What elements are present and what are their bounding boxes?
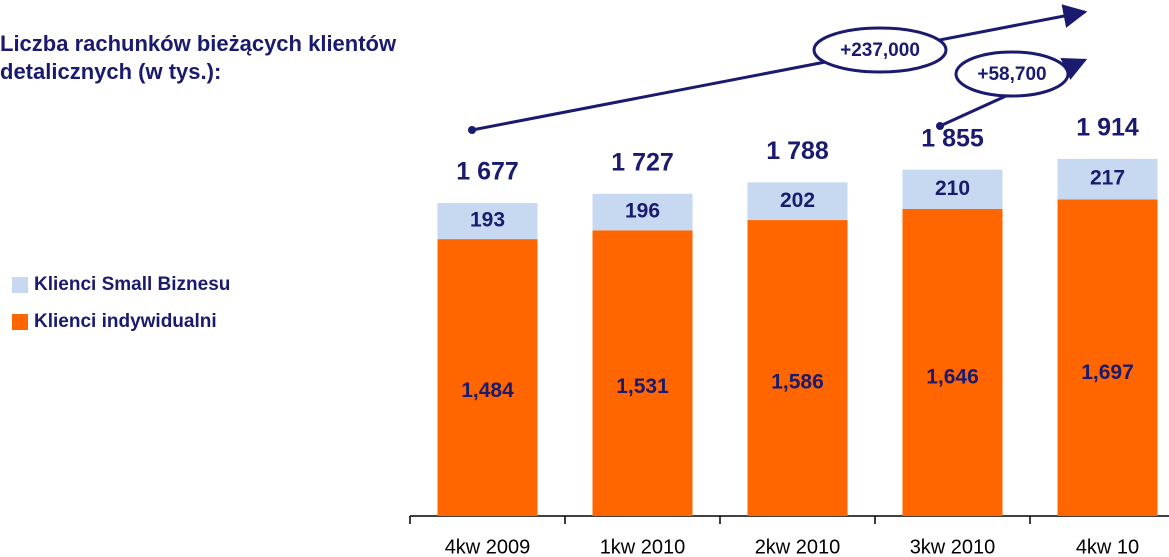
bar-segment [747, 220, 848, 516]
value-label: 210 [935, 177, 970, 200]
chart-title: Liczba rachunków bieżących klientów [0, 31, 397, 56]
value-label: 193 [470, 209, 505, 232]
bar-segment [902, 169, 1003, 209]
value-label: 217 [1090, 167, 1125, 190]
legend-swatch [12, 277, 28, 293]
x-tick-label: 1kw 2010 [600, 536, 686, 557]
bar-segment [592, 193, 693, 231]
legend-swatch [12, 314, 28, 330]
value-label: 1,531 [616, 375, 669, 398]
annotation-bubble [954, 50, 1070, 98]
x-tick-label: 3kw 2010 [910, 536, 996, 557]
bar-segment [437, 203, 538, 240]
total-label: 1 788 [766, 137, 829, 165]
value-label: 1,586 [771, 370, 824, 393]
chart-title: detalicznych (w tys.): [0, 59, 221, 84]
bar-segment [437, 239, 538, 516]
value-label: 1,646 [926, 365, 979, 388]
total-label: 1 677 [456, 158, 519, 186]
total-label: 1 855 [921, 124, 984, 152]
value-label: 196 [625, 200, 660, 223]
x-tick-label: 2kw 2010 [755, 536, 841, 557]
total-label: 1 914 [1076, 113, 1139, 141]
arrow-dot [936, 122, 944, 130]
value-label: 1,697 [1081, 361, 1134, 384]
annotation-bubble [812, 26, 948, 74]
bar-segment [747, 182, 848, 221]
x-tick-label: 4kw 10 [1076, 536, 1139, 557]
annotation: +237,000 [840, 40, 920, 61]
bar-segment [1057, 199, 1158, 517]
annotation: +58,700 [977, 64, 1046, 85]
value-label: 1,484 [461, 379, 514, 402]
x-tick-label: 4kw 2009 [445, 536, 531, 557]
bar-segment [1057, 158, 1158, 200]
arrow-dot [468, 126, 476, 134]
arrow [471, 4, 1088, 132]
total-label: 1 727 [611, 148, 674, 176]
bar-segment [902, 208, 1003, 517]
legend-label: Klienci indywidualni [34, 311, 217, 332]
value-label: 202 [780, 189, 815, 212]
bar-segment [592, 230, 693, 516]
legend-label: Klienci Small Biznesu [34, 274, 230, 295]
